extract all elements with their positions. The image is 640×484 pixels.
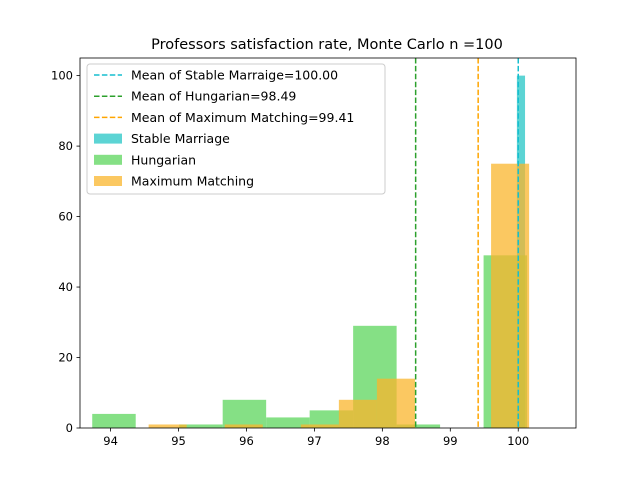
x-tick-label: 97 [307, 434, 322, 448]
legend-label: Stable Marriage [131, 131, 230, 146]
y-tick-label: 0 [66, 421, 73, 435]
bar-hungarian-0 [92, 413, 136, 428]
y-tick-label: 80 [58, 139, 73, 153]
bar-maximum-matching-0 [148, 424, 187, 428]
x-tick-label: 98 [375, 434, 390, 448]
x-tick-label: 100 [507, 434, 529, 448]
legend-patch-swatch [94, 154, 122, 165]
legend-label: Mean of Hungarian=98.49 [131, 89, 296, 104]
mean-lines-layer [414, 58, 519, 428]
y-tick-label: 100 [51, 69, 73, 83]
bar-maximum-matching-1 [224, 424, 263, 428]
bar-hungarian-6 [396, 424, 441, 428]
legend-patch-swatch [94, 133, 122, 144]
axes-frame [79, 57, 577, 429]
bar-hungarian-2 [222, 399, 267, 428]
legend-box [86, 63, 386, 195]
bar-hungarian-1 [179, 424, 223, 428]
legend-patch-swatch [94, 176, 122, 186]
x-axis: 94 95 96 97 98 99 100 [103, 428, 529, 448]
y-tick-label: 40 [58, 280, 73, 294]
y-axis: 0 20 40 60 80 100 [51, 69, 80, 435]
chart-title: Professors satisfaction rate, Monte Carl… [151, 37, 503, 53]
bar-maximum-matching-4 [376, 378, 415, 428]
bar-maximum-matching-3 [338, 399, 377, 428]
x-tick-label: 96 [239, 434, 254, 448]
legend-label: Maximum Matching [131, 174, 254, 189]
bar-maximum-matching-2 [300, 424, 339, 428]
y-tick-label: 60 [58, 210, 73, 224]
y-tick-label: 20 [58, 351, 73, 365]
legend-label: Mean of Maximum Matching=99.41 [131, 110, 354, 125]
bars-layer [92, 75, 530, 429]
bar-hungarian-3 [266, 417, 310, 428]
x-tick-label: 94 [103, 434, 118, 448]
legend-label: Mean of Stable Marraige=100.00 [131, 68, 338, 83]
bar-maximum-matching-5 [491, 163, 530, 428]
legend-label: Hungarian [131, 152, 196, 167]
x-tick-label: 99 [443, 434, 458, 448]
legend: Mean of Stable Marraige=100.00 Mean of Hu… [86, 63, 386, 195]
x-tick-label: 95 [171, 434, 186, 448]
